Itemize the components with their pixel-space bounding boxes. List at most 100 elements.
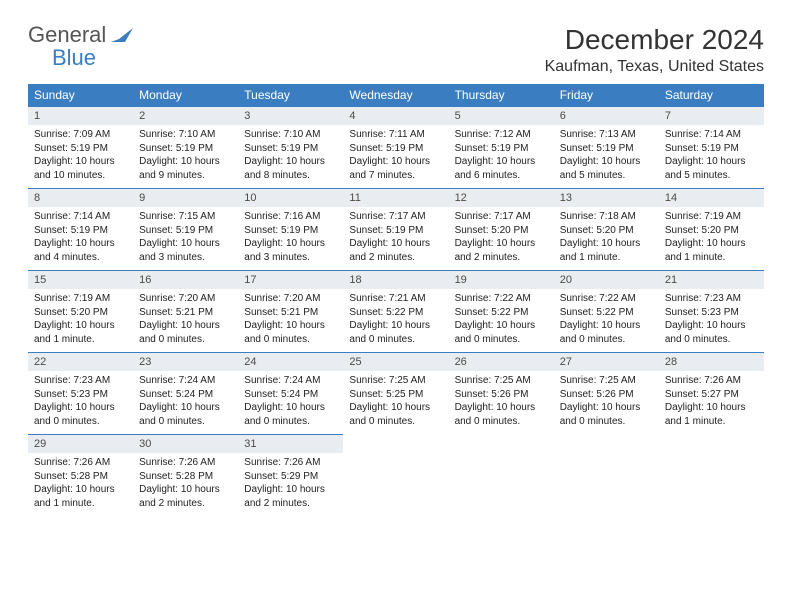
daylight-text-2: and 0 minutes. (455, 333, 548, 347)
day-content: Sunrise: 7:10 AMSunset: 5:19 PMDaylight:… (133, 125, 238, 188)
day-content: Sunrise: 7:14 AMSunset: 5:19 PMDaylight:… (659, 125, 764, 188)
sunrise-text: Sunrise: 7:10 AM (244, 128, 337, 142)
daylight-text-2: and 0 minutes. (560, 415, 653, 429)
month-title: December 2024 (545, 24, 764, 56)
calendar-day-cell: 1Sunrise: 7:09 AMSunset: 5:19 PMDaylight… (28, 106, 133, 188)
day-number: 3 (238, 106, 343, 125)
calendar-day-cell: 9Sunrise: 7:15 AMSunset: 5:19 PMDaylight… (133, 188, 238, 270)
sunrise-text: Sunrise: 7:17 AM (455, 210, 548, 224)
calendar-day-cell: 7Sunrise: 7:14 AMSunset: 5:19 PMDaylight… (659, 106, 764, 188)
sunset-text: Sunset: 5:19 PM (244, 224, 337, 238)
daylight-text-2: and 0 minutes. (139, 333, 232, 347)
day-number: 8 (28, 188, 133, 207)
sunrise-text: Sunrise: 7:09 AM (34, 128, 127, 142)
daylight-text-2: and 1 minute. (34, 333, 127, 347)
daylight-text-1: Daylight: 10 hours (560, 401, 653, 415)
day-content: Sunrise: 7:20 AMSunset: 5:21 PMDaylight:… (133, 289, 238, 352)
sunset-text: Sunset: 5:28 PM (139, 470, 232, 484)
day-content: Sunrise: 7:12 AMSunset: 5:19 PMDaylight:… (449, 125, 554, 188)
sunset-text: Sunset: 5:24 PM (244, 388, 337, 402)
daylight-text-1: Daylight: 10 hours (665, 401, 758, 415)
sunrise-text: Sunrise: 7:11 AM (349, 128, 442, 142)
sunrise-text: Sunrise: 7:25 AM (455, 374, 548, 388)
day-number: 11 (343, 188, 448, 207)
sunrise-text: Sunrise: 7:16 AM (244, 210, 337, 224)
sunrise-text: Sunrise: 7:14 AM (34, 210, 127, 224)
day-number: 25 (343, 352, 448, 371)
sunrise-text: Sunrise: 7:25 AM (560, 374, 653, 388)
calendar-day-cell: 21Sunrise: 7:23 AMSunset: 5:23 PMDayligh… (659, 270, 764, 352)
sunrise-text: Sunrise: 7:26 AM (665, 374, 758, 388)
sunset-text: Sunset: 5:21 PM (139, 306, 232, 320)
sunrise-text: Sunrise: 7:20 AM (139, 292, 232, 306)
daylight-text-2: and 2 minutes. (455, 251, 548, 265)
day-number: 14 (659, 188, 764, 207)
day-number: 9 (133, 188, 238, 207)
daylight-text-2: and 7 minutes. (349, 169, 442, 183)
sunrise-text: Sunrise: 7:22 AM (455, 292, 548, 306)
weekday-header: Wednesday (343, 84, 448, 106)
sunset-text: Sunset: 5:28 PM (34, 470, 127, 484)
sunrise-text: Sunrise: 7:19 AM (665, 210, 758, 224)
sunset-text: Sunset: 5:25 PM (349, 388, 442, 402)
daylight-text-1: Daylight: 10 hours (349, 237, 442, 251)
day-content: Sunrise: 7:24 AMSunset: 5:24 PMDaylight:… (133, 371, 238, 434)
logo-text-general: General (28, 22, 106, 47)
sunrise-text: Sunrise: 7:12 AM (455, 128, 548, 142)
sunset-text: Sunset: 5:22 PM (349, 306, 442, 320)
daylight-text-1: Daylight: 10 hours (139, 237, 232, 251)
sunset-text: Sunset: 5:21 PM (244, 306, 337, 320)
day-content: Sunrise: 7:26 AMSunset: 5:28 PMDaylight:… (28, 453, 133, 516)
daylight-text-2: and 0 minutes. (560, 333, 653, 347)
daylight-text-1: Daylight: 10 hours (560, 319, 653, 333)
daylight-text-2: and 3 minutes. (244, 251, 337, 265)
calendar-day-cell: 16Sunrise: 7:20 AMSunset: 5:21 PMDayligh… (133, 270, 238, 352)
day-number: 22 (28, 352, 133, 371)
day-number: 20 (554, 270, 659, 289)
logo-mark-icon (111, 28, 133, 42)
calendar-day-cell: 5Sunrise: 7:12 AMSunset: 5:19 PMDaylight… (449, 106, 554, 188)
brand-logo: General Blue (28, 24, 133, 70)
daylight-text-1: Daylight: 10 hours (34, 237, 127, 251)
calendar-day-cell: 2Sunrise: 7:10 AMSunset: 5:19 PMDaylight… (133, 106, 238, 188)
daylight-text-2: and 3 minutes. (139, 251, 232, 265)
calendar-day-cell: 15Sunrise: 7:19 AMSunset: 5:20 PMDayligh… (28, 270, 133, 352)
daylight-text-2: and 2 minutes. (349, 251, 442, 265)
daylight-text-1: Daylight: 10 hours (34, 155, 127, 169)
daylight-text-1: Daylight: 10 hours (455, 401, 548, 415)
daylight-text-2: and 1 minute. (560, 251, 653, 265)
day-content: Sunrise: 7:22 AMSunset: 5:22 PMDaylight:… (554, 289, 659, 352)
sunset-text: Sunset: 5:19 PM (349, 224, 442, 238)
calendar-day-cell: 14Sunrise: 7:19 AMSunset: 5:20 PMDayligh… (659, 188, 764, 270)
day-number: 7 (659, 106, 764, 125)
day-content: Sunrise: 7:26 AMSunset: 5:27 PMDaylight:… (659, 371, 764, 434)
weekday-header: Thursday (449, 84, 554, 106)
day-number: 10 (238, 188, 343, 207)
daylight-text-1: Daylight: 10 hours (349, 319, 442, 333)
day-number: 4 (343, 106, 448, 125)
day-number: 6 (554, 106, 659, 125)
calendar-day-cell: 3Sunrise: 7:10 AMSunset: 5:19 PMDaylight… (238, 106, 343, 188)
daylight-text-1: Daylight: 10 hours (34, 319, 127, 333)
sunset-text: Sunset: 5:27 PM (665, 388, 758, 402)
day-content: Sunrise: 7:16 AMSunset: 5:19 PMDaylight:… (238, 207, 343, 270)
day-content: Sunrise: 7:14 AMSunset: 5:19 PMDaylight:… (28, 207, 133, 270)
daylight-text-1: Daylight: 10 hours (455, 155, 548, 169)
calendar-day-cell: 13Sunrise: 7:18 AMSunset: 5:20 PMDayligh… (554, 188, 659, 270)
weekday-header: Saturday (659, 84, 764, 106)
sunset-text: Sunset: 5:20 PM (560, 224, 653, 238)
sunset-text: Sunset: 5:19 PM (34, 142, 127, 156)
calendar-day-cell: 11Sunrise: 7:17 AMSunset: 5:19 PMDayligh… (343, 188, 448, 270)
calendar-day-cell: 30Sunrise: 7:26 AMSunset: 5:28 PMDayligh… (133, 434, 238, 516)
sunrise-text: Sunrise: 7:13 AM (560, 128, 653, 142)
day-content: Sunrise: 7:23 AMSunset: 5:23 PMDaylight:… (659, 289, 764, 352)
calendar-day-cell (554, 434, 659, 516)
daylight-text-2: and 0 minutes. (349, 333, 442, 347)
day-content: Sunrise: 7:25 AMSunset: 5:26 PMDaylight:… (554, 371, 659, 434)
sunset-text: Sunset: 5:23 PM (34, 388, 127, 402)
day-number: 28 (659, 352, 764, 371)
sunrise-text: Sunrise: 7:24 AM (244, 374, 337, 388)
daylight-text-1: Daylight: 10 hours (34, 401, 127, 415)
day-number: 21 (659, 270, 764, 289)
day-content: Sunrise: 7:19 AMSunset: 5:20 PMDaylight:… (28, 289, 133, 352)
